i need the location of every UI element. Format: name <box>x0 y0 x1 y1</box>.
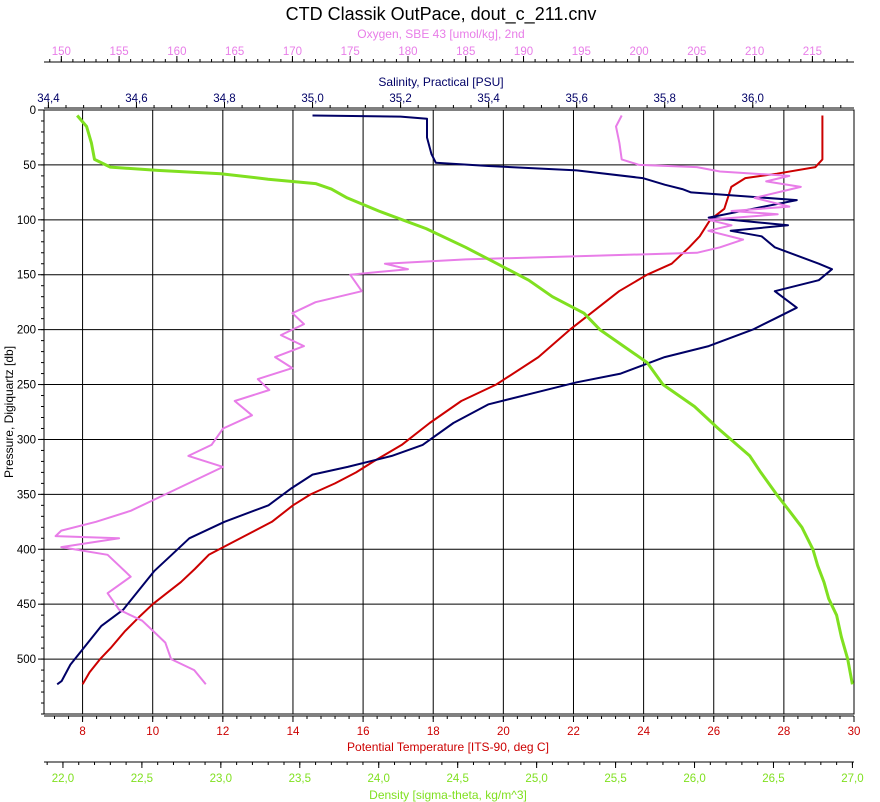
tick-label-oxygen: 175 <box>341 46 360 58</box>
chart-title: CTD Classik OutPace, dout_c_211.cnv <box>286 4 597 25</box>
tick-label-temperature: 14 <box>287 726 300 738</box>
tick-label-pressure: 400 <box>17 544 36 556</box>
tick-group-salinity: 34,4 34,6 34,8 35,0 35,2 35,4 35,6 35,8 36,0 <box>37 93 854 109</box>
tick-label-density: 24,5 <box>446 773 468 785</box>
tick-label-pressure: 50 <box>23 160 36 172</box>
series-line-salinity <box>56 114 833 686</box>
tick-label-temperature: 26 <box>707 726 720 738</box>
tick-label-density: 27,0 <box>841 773 863 785</box>
tick-label-density: 25,5 <box>604 773 626 785</box>
tick-label-oxygen: 160 <box>167 46 186 58</box>
tick-label-temperature: 22 <box>567 726 580 738</box>
tick-label-density: 23,5 <box>289 773 311 785</box>
tick-label-salinity: 35,2 <box>389 93 411 105</box>
tick-label-salinity: 36,0 <box>742 93 764 105</box>
tick-label-oxygen: 180 <box>398 46 417 58</box>
tick-label-pressure: 100 <box>17 215 36 227</box>
tick-label-density: 22,5 <box>131 773 153 785</box>
tick-label-pressure: 250 <box>17 380 36 392</box>
tick-group-oxygen: 150 155 160 165 170 175 180 185 190 195 200 205 210 2… <box>44 46 854 63</box>
series-line-oxygen <box>54 115 802 685</box>
tick-label-oxygen: 155 <box>110 46 129 58</box>
series-line-density <box>76 114 854 685</box>
tick-group-density: 22,0 22,5 23,0 23,5 24,0 24,5 25,0 25,5 26,0 26,5… <box>44 761 864 785</box>
tick-label-oxygen: 200 <box>629 46 648 58</box>
tick-label-oxygen: 205 <box>687 46 706 58</box>
tick-label-temperature: 30 <box>848 726 861 738</box>
tick-label-oxygen: 170 <box>283 46 302 58</box>
tick-label-temperature: 16 <box>357 726 370 738</box>
tick-label-temperature: 28 <box>777 726 790 738</box>
tick-label-oxygen: 185 <box>456 46 475 58</box>
tick-label-salinity: 35,6 <box>565 93 587 105</box>
tick-label-temperature: 8 <box>79 726 85 738</box>
tick-label-pressure: 150 <box>17 270 36 282</box>
axis-salinity: Salinity, Practical [PSU] 34,4 34,6 34,8 35… <box>37 75 854 109</box>
axis-label-oxygen: Oxygen, SBE 43 [umol/kg], 2nd <box>357 27 524 41</box>
axis-oxygen: Oxygen, SBE 43 [umol/kg], 2nd 150 155 160 1… <box>44 27 854 63</box>
grid-lines <box>44 110 854 714</box>
tick-label-oxygen: 150 <box>52 46 71 58</box>
tick-label-pressure: 300 <box>17 434 36 446</box>
tick-label-density: 26,0 <box>683 773 705 785</box>
tick-label-density: 26,5 <box>762 773 784 785</box>
tick-label-temperature: 24 <box>637 726 650 738</box>
tick-label-oxygen: 210 <box>745 46 764 58</box>
tick-label-pressure: 0 <box>30 105 36 117</box>
tick-label-temperature: 18 <box>427 726 440 738</box>
axis-pressure: Pressure, Digiquartz [db] 0 50 100 150 200 25… <box>2 105 44 715</box>
tick-label-salinity: 34,6 <box>125 93 147 105</box>
tick-label-salinity: 34,8 <box>213 93 235 105</box>
tick-label-density: 23,0 <box>210 773 232 785</box>
tick-label-salinity: 35,8 <box>654 93 676 105</box>
tick-label-temperature: 12 <box>216 726 229 738</box>
tick-label-pressure: 350 <box>17 489 36 501</box>
tick-label-pressure: 200 <box>17 325 36 337</box>
tick-group-pressure: 0 50 100 150 200 250 300 350 400 450 500 <box>17 105 44 715</box>
series-layer <box>54 114 854 686</box>
tick-label-pressure: 500 <box>17 654 36 666</box>
tick-label-salinity: 34,4 <box>37 93 60 105</box>
tick-group-temperature: 8 10 12 14 16 18 20 22 24 26 28 30 <box>44 715 861 738</box>
axis-label-density: Density [sigma-theta, kg/m^3] <box>369 788 527 802</box>
tick-label-oxygen: 165 <box>225 46 244 58</box>
tick-label-density: 25,0 <box>525 773 547 785</box>
plot-frame <box>43 109 855 715</box>
axis-label-temperature: Potential Temperature [ITS-90, deg C] <box>347 740 549 754</box>
tick-label-oxygen: 190 <box>514 46 533 58</box>
axis-label-salinity: Salinity, Practical [PSU] <box>378 75 503 89</box>
tick-label-temperature: 10 <box>146 726 159 738</box>
axis-label-pressure: Pressure, Digiquartz [db] <box>2 346 16 478</box>
tick-label-salinity: 35,4 <box>477 93 500 105</box>
tick-label-oxygen: 195 <box>572 46 591 58</box>
plot-area <box>43 109 855 715</box>
axis-density: Density [sigma-theta, kg/m^3] 22,0 22,5 23… <box>44 761 864 802</box>
tick-label-pressure: 450 <box>17 599 36 611</box>
tick-label-salinity: 35,0 <box>301 93 323 105</box>
axis-temperature: Potential Temperature [ITS-90, deg C] 8 1… <box>44 715 861 754</box>
tick-label-oxygen: 215 <box>803 46 822 58</box>
tick-label-density: 22,0 <box>52 773 74 785</box>
tick-label-density: 24,0 <box>368 773 390 785</box>
tick-label-temperature: 20 <box>497 726 510 738</box>
